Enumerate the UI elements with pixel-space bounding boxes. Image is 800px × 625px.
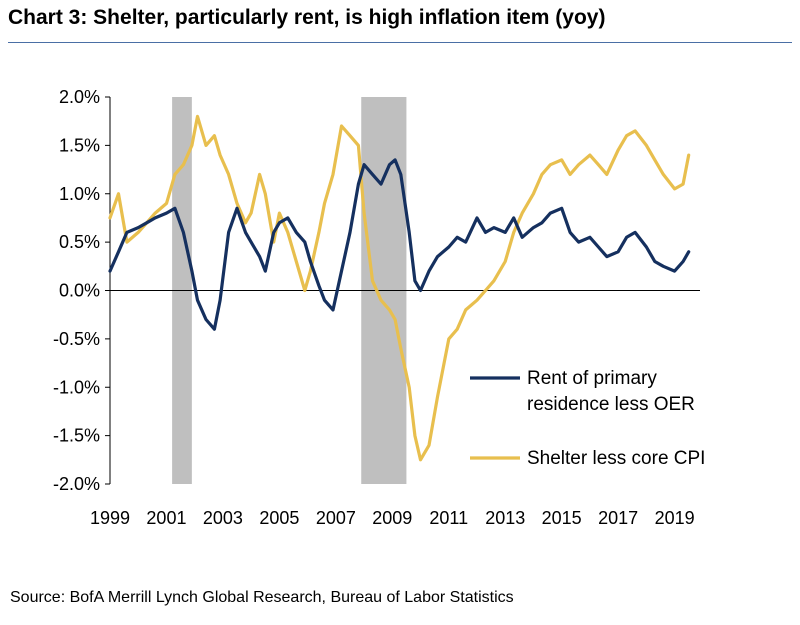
source-note: Source: BofA Merrill Lynch Global Resear… [10,589,514,606]
x-tick-label: 2015 [542,508,582,528]
x-tick-label: 2011 [429,508,468,528]
x-tick-label: 2017 [598,508,638,528]
y-tick-label: 0.0% [59,281,100,301]
series-line-1 [108,114,691,462]
x-tick-label: 2009 [372,508,412,528]
x-tick-label: 2007 [316,508,356,528]
chart-title: Chart 3: Shelter, particularly rent, is … [8,6,606,29]
y-tick-label: -0.5% [53,329,100,349]
y-tick-label: -2.0% [53,474,100,494]
x-tick-label: 2003 [203,508,243,528]
x-tick-label: 2005 [259,508,299,528]
y-tick-label: -1.0% [53,377,100,397]
axes: -2.0% -1.5% -1.0% -0.5% 0.0% 0.5% 1.0% 1.5% 2.0%… [53,87,700,528]
y-tick-label: 0.5% [59,232,100,252]
title-divider [8,42,792,43]
x-tick-label: 2013 [485,508,525,528]
y-tick-label: 2.0% [59,87,100,107]
y-tick-label: -1.5% [53,426,100,446]
legend-label-1: Shelter less core CPI [527,448,705,469]
y-tick-label: 1.0% [59,184,100,204]
x-tick-label: 2019 [655,508,695,528]
series-line-0 [108,158,691,331]
series-lines [108,114,691,462]
legend: Rent of primary residence less OER Shelter… [470,368,705,469]
legend-label-0: Rent of primary residence less OER [527,368,695,415]
x-tick-label: 1999 [90,508,130,528]
y-tick-label: 1.5% [59,135,100,155]
x-tick-label: 2001 [146,508,186,528]
